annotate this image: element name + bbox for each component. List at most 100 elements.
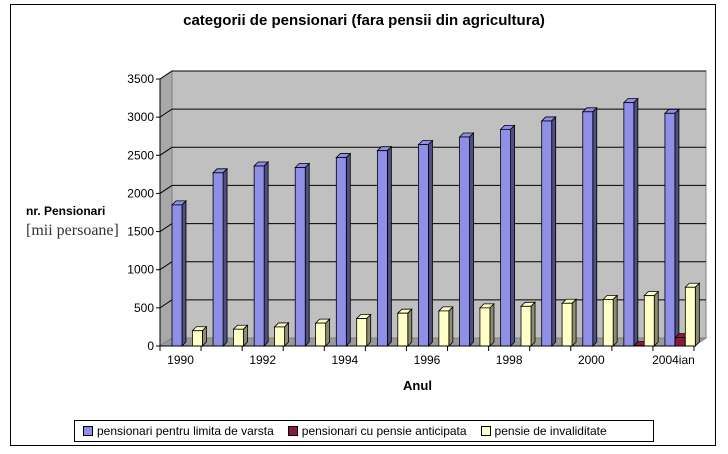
bar-front (171, 204, 183, 347)
bar-0-1994 (335, 152, 352, 347)
bar-front (500, 128, 512, 347)
bar-side (510, 124, 516, 347)
chart-title: categorii de pensionari (fara pensii din… (183, 12, 545, 29)
bar-front (623, 102, 635, 347)
bar-side (407, 308, 413, 347)
bar-2-1998 (520, 301, 536, 347)
bar-front (397, 312, 409, 347)
bar-side (428, 139, 433, 347)
bar-side (448, 305, 454, 347)
gridline (159, 70, 706, 80)
bar-2-1992 (273, 321, 290, 347)
bar-front (664, 112, 676, 347)
x-tick-label: 2000 (578, 353, 605, 367)
bar-front (212, 172, 224, 347)
bar-2-1999 (561, 298, 578, 347)
bar-0-1998 (499, 124, 516, 347)
bar-side (284, 321, 289, 347)
bar-2-1994 (355, 313, 372, 347)
bar-front (643, 295, 655, 347)
bar-front (274, 326, 285, 347)
bar-side (694, 282, 700, 347)
chart-legend: pensionari pentru limita de varsta pensio… (74, 420, 654, 442)
bar-front (582, 111, 594, 347)
legend-swatch (287, 426, 298, 436)
bar-0-2001 (622, 97, 639, 347)
bar-front (233, 328, 244, 347)
bar-0-1992 (253, 161, 270, 347)
bar-0-2004ian (663, 108, 680, 347)
legend-label: pensie de invaliditate (494, 424, 607, 438)
bar-front (253, 165, 265, 347)
bar-0-1990 (171, 199, 187, 347)
bar-front (294, 167, 306, 347)
bar-side (469, 132, 474, 347)
x-tick-label: 1994 (331, 353, 358, 367)
y-tick-label: 1000 (127, 263, 154, 277)
bar-front (438, 310, 450, 347)
bar-2-1993 (314, 318, 331, 347)
bar-front (561, 302, 573, 347)
bar-front (191, 330, 203, 347)
bar-front (459, 136, 470, 347)
bar-front (520, 305, 532, 347)
bar-side (366, 313, 372, 347)
y-tick-label: 1500 (127, 225, 154, 239)
x-axis-label: Anul (403, 378, 432, 393)
bar-front (315, 322, 327, 347)
bar-side (222, 167, 228, 347)
bar-side (201, 325, 207, 347)
bar-side (674, 108, 680, 347)
bar-front (335, 157, 347, 347)
y-tick-label: 2000 (127, 186, 154, 200)
bar-2-2001 (643, 290, 660, 347)
gridline (159, 108, 706, 118)
bar-2-1990 (191, 325, 208, 347)
bar-side (345, 152, 351, 347)
y-tick-label: 0 (147, 339, 154, 353)
bar-2-1995 (396, 308, 413, 347)
bar-side (633, 97, 639, 347)
bar-side (386, 145, 392, 347)
x-tick-label: 1990 (167, 353, 194, 367)
bar-2-2004ian (684, 282, 701, 347)
bar-front (479, 307, 491, 347)
bar-2-1996 (437, 305, 454, 347)
bar-side (551, 115, 557, 347)
bar-side (325, 318, 331, 347)
legend-item-1: pensionari cu pensie anticipata (287, 424, 467, 438)
bar-side (181, 199, 187, 347)
y-tick-label: 3000 (127, 110, 154, 124)
legend-label: pensionari cu pensie anticipata (301, 424, 467, 438)
bar-front (376, 150, 388, 347)
legend-item-2: pensie de invaliditate (480, 424, 607, 438)
bar-side (489, 302, 495, 347)
bar-0-2000 (581, 106, 598, 347)
bar-0-1995 (376, 145, 393, 347)
bar-0-1997 (458, 132, 475, 347)
bar-front (541, 120, 553, 347)
bar-side (592, 106, 598, 347)
bar-side (612, 294, 618, 347)
bar-front (684, 286, 696, 347)
x-tick-label: 1996 (414, 353, 441, 367)
bar-2-1991 (232, 324, 249, 347)
gridline (159, 184, 706, 194)
legend-swatch (83, 426, 93, 436)
legend-item-0: pensionari pentru limita de varsta (83, 424, 274, 438)
bar-side (530, 301, 536, 347)
y-axis-label: nr. Pensionari (26, 204, 106, 218)
y-axis-unit-label: [mii persoane] (26, 222, 119, 239)
bar-front (602, 299, 614, 347)
bar-0-1991 (212, 167, 229, 347)
y-tick-label: 3500 (127, 72, 154, 86)
bar-side (243, 324, 248, 347)
bar-side (571, 298, 577, 347)
bar-side (653, 290, 659, 347)
bar-front (674, 337, 686, 347)
legend-swatch (480, 426, 491, 436)
legend-label: pensionari pentru limita de varsta (97, 424, 274, 438)
bar-2-1997 (478, 302, 495, 347)
bar-side (263, 161, 269, 347)
